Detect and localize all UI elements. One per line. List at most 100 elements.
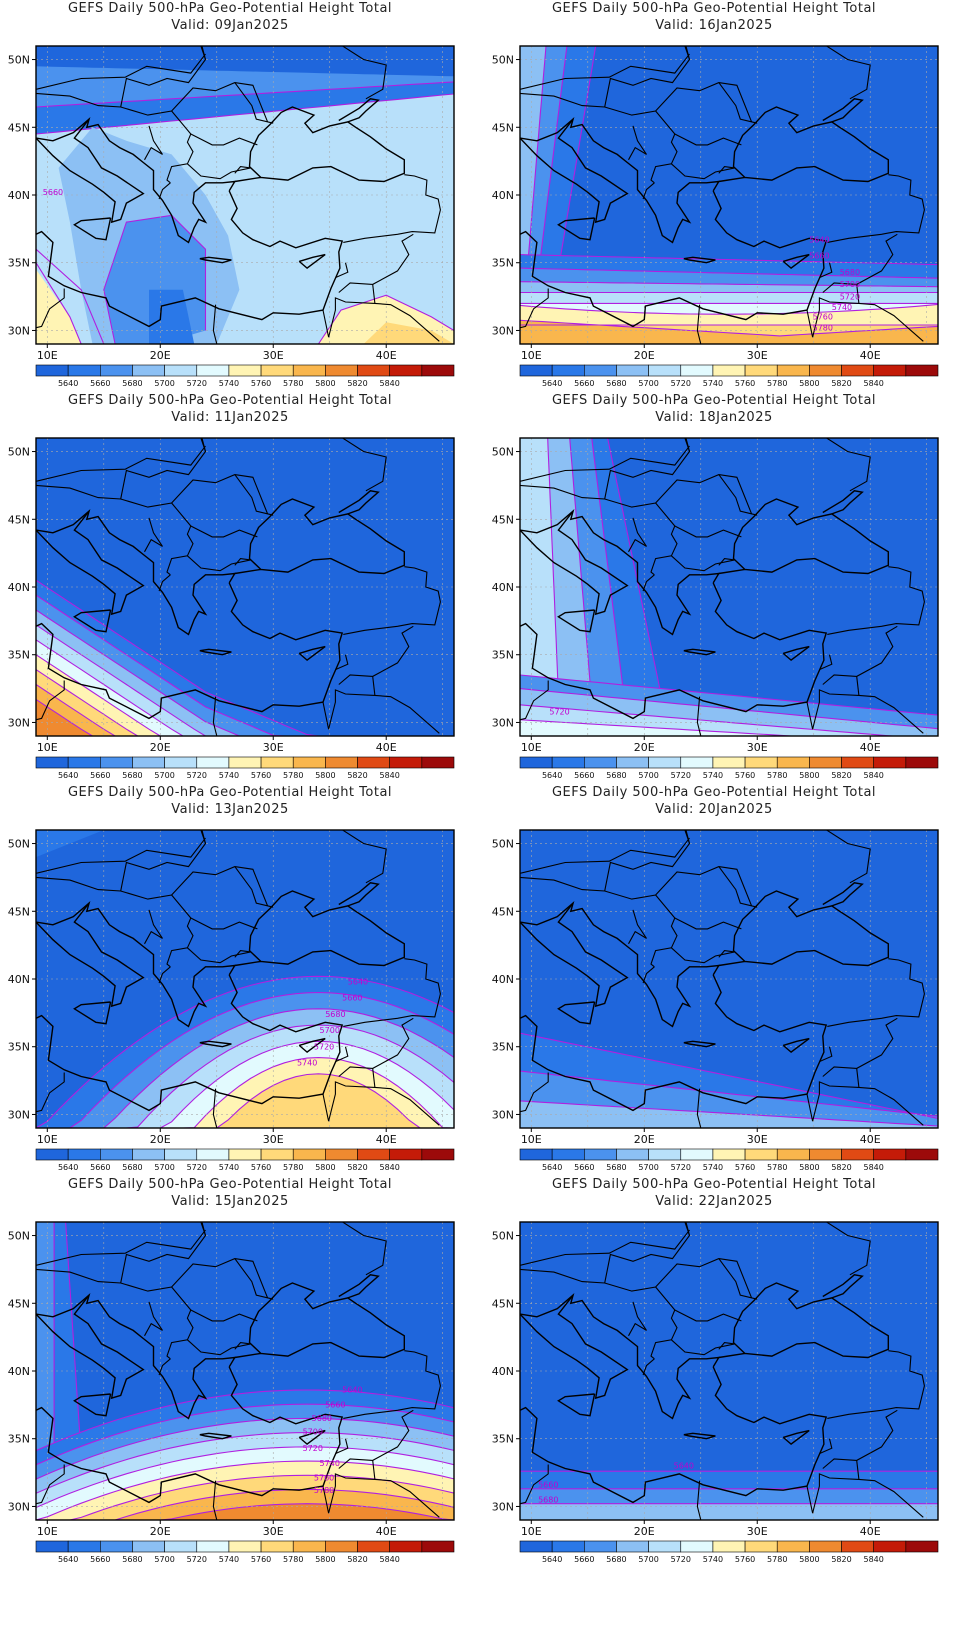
colorbar-swatch [648, 1540, 682, 1553]
colorbar-label: 5840 [864, 1555, 884, 1564]
lat-tick-label: 45N [492, 1297, 514, 1310]
colorbar-label: 5680 [606, 771, 626, 780]
colorbar-swatch [35, 364, 69, 377]
contour-label: 5680 [840, 268, 860, 277]
colorbar: 5640 5660 5680 5700 5720 5740 5760 5780 5800 5820… [35, 1540, 455, 1564]
colorbar-swatch [841, 1540, 874, 1553]
lat-tick-label: 45N [8, 513, 30, 526]
colorbar-swatch [584, 1540, 617, 1553]
panel-title-text: GEFS Daily 500-hPa Geo-Potential Height … [551, 393, 877, 408]
colorbar-label: 5820 [347, 1163, 367, 1172]
map-panel: GEFS Daily 500-hPa Geo-Potential Height … [484, 1176, 944, 1576]
lat-tick-label: 35N [8, 649, 30, 662]
colorbar-swatch [648, 364, 682, 377]
colorbar-swatch [551, 364, 585, 377]
colorbar-swatch [164, 756, 198, 769]
colorbar-swatch [776, 756, 810, 769]
colorbar-label: 5720 [671, 1555, 691, 1564]
colorbar-swatch [357, 364, 390, 377]
colorbar-label: 5820 [347, 379, 367, 388]
colorbar-label: 5820 [831, 1555, 851, 1564]
lon-tick-label: 30E [263, 349, 284, 362]
lat-tick-label: 50N [8, 446, 30, 459]
lon-tick-label: 20E [634, 349, 655, 362]
panel-title-text: GEFS Daily 500-hPa Geo-Potential Height … [67, 1177, 393, 1192]
lat-tick-label: 50N [492, 54, 514, 67]
lon-tick-label: 30E [747, 1133, 768, 1146]
colorbar-swatch [292, 1148, 326, 1161]
lat-tick-label: 30N [8, 1108, 30, 1121]
colorbar-label: 5760 [735, 1555, 755, 1564]
colorbar-swatch [228, 364, 262, 377]
colorbar-swatch [841, 756, 874, 769]
contour-label: 5660 [538, 1480, 558, 1489]
colorbar-swatch [421, 364, 455, 377]
colorbar-label: 5720 [671, 1163, 691, 1172]
colorbar-label: 5660 [90, 771, 110, 780]
colorbar-label: 5760 [251, 379, 271, 388]
contour-label: 5720 [303, 1444, 323, 1453]
colorbar-swatch [421, 1148, 455, 1161]
colorbar-swatch [35, 756, 69, 769]
lon-tick-label: 30E [747, 741, 768, 754]
colorbar-label: 5640 [542, 1163, 562, 1172]
colorbar-label: 5780 [283, 1555, 303, 1564]
colorbar-swatch [389, 1540, 423, 1553]
colorbar-swatch [100, 1540, 133, 1553]
colorbar-swatch [260, 364, 294, 377]
colorbar-label: 5800 [799, 771, 819, 780]
panel-title: GEFS Daily 500-hPa Geo-Potential Height … [0, 0, 460, 34]
lat-tick-label: 30N [8, 1500, 30, 1513]
colorbar-swatch [648, 1148, 682, 1161]
colorbar-label: 5820 [831, 1163, 851, 1172]
map-panel: GEFS Daily 500-hPa Geo-Potential Height … [0, 784, 460, 1184]
lon-tick-label: 10E [521, 1133, 542, 1146]
colorbar-label: 5760 [251, 1555, 271, 1564]
colorbar-label: 5740 [219, 1555, 239, 1564]
contour-label: 5660 [325, 1401, 345, 1410]
map-panel: GEFS Daily 500-hPa Geo-Potential Height … [484, 392, 944, 792]
colorbar-swatch [584, 1148, 617, 1161]
coastlines [520, 1222, 925, 1520]
lat-tick-label: 35N [492, 1433, 514, 1446]
lat-tick-label: 50N [492, 838, 514, 851]
map-panel: GEFS Daily 500-hPa Geo-Potential Height … [484, 784, 944, 1184]
colorbar-swatch [357, 1540, 390, 1553]
colorbar-label: 5780 [767, 771, 787, 780]
contour-label: 5780 [813, 323, 833, 332]
colorbar-swatch [196, 364, 230, 377]
colorbar-swatch [292, 1540, 326, 1553]
panel-title: GEFS Daily 500-hPa Geo-Potential Height … [0, 784, 460, 818]
colorbar: 5640 5660 5680 5700 5720 5740 5760 5780 5800 5820… [519, 1540, 939, 1564]
contour-label: 5680 [312, 1414, 332, 1423]
colorbar-label: 5680 [122, 1163, 142, 1172]
colorbar-label: 5780 [283, 1163, 303, 1172]
colorbar-swatch [325, 756, 358, 769]
panel-title-text: GEFS Daily 500-hPa Geo-Potential Height … [67, 1, 393, 16]
colorbar-swatch [421, 756, 455, 769]
contour-label: 5700 [840, 280, 860, 289]
colorbar-label: 5760 [251, 771, 271, 780]
colorbar-label: 5840 [380, 379, 400, 388]
contour-label: 5740 [320, 1459, 340, 1468]
lon-tick-label: 30E [263, 1525, 284, 1538]
colorbar-label: 5660 [90, 1555, 110, 1564]
lon-tick-label: 40E [376, 349, 397, 362]
lat-tick-label: 35N [8, 1041, 30, 1054]
colorbar-swatch [519, 1540, 553, 1553]
colorbar-swatch [680, 1540, 714, 1553]
lat-tick-label: 40N [492, 1365, 514, 1378]
colorbar-swatch [196, 756, 230, 769]
colorbar-swatch [744, 756, 778, 769]
lon-tick-label: 20E [150, 1525, 171, 1538]
lat-tick-label: 45N [492, 905, 514, 918]
lon-tick-label: 40E [376, 1525, 397, 1538]
lon-tick-label: 20E [634, 741, 655, 754]
colorbar-swatch [164, 1148, 198, 1161]
colorbar-swatch [260, 1540, 294, 1553]
